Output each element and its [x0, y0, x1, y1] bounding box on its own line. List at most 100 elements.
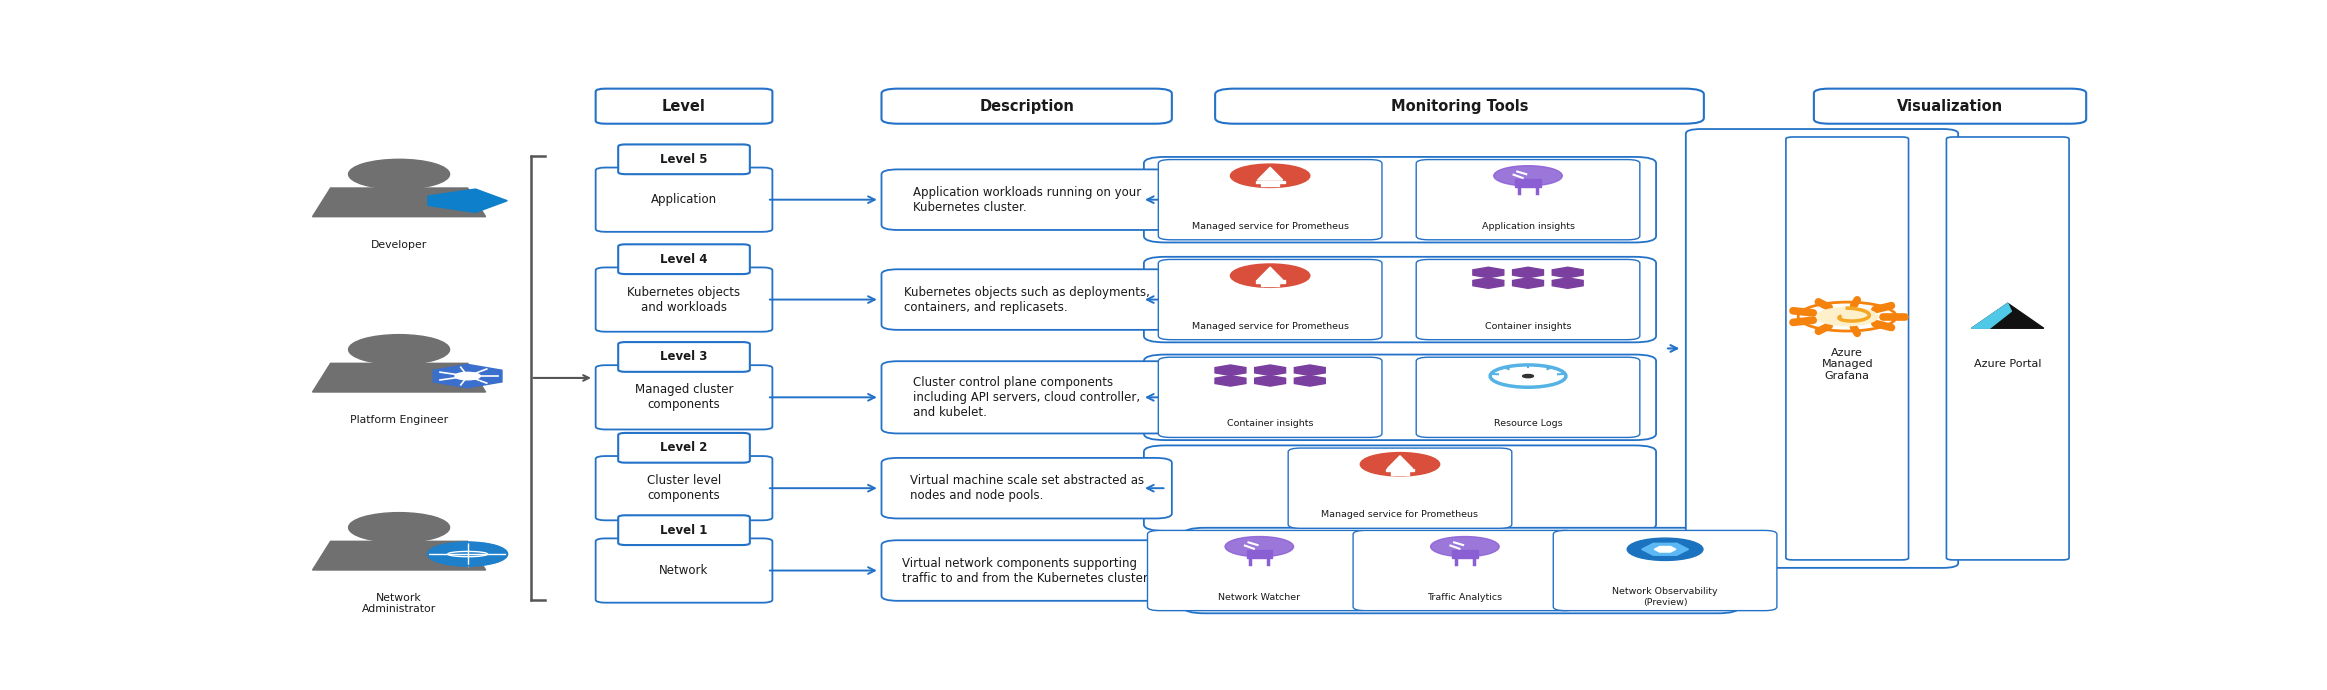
FancyBboxPatch shape	[619, 515, 749, 545]
FancyBboxPatch shape	[596, 168, 773, 232]
FancyBboxPatch shape	[1215, 88, 1703, 124]
Text: Traffic Analytics: Traffic Analytics	[1426, 593, 1503, 602]
FancyBboxPatch shape	[1417, 159, 1641, 240]
FancyBboxPatch shape	[1145, 355, 1657, 440]
Text: Resource Logs: Resource Logs	[1494, 420, 1561, 428]
Text: Managed service for Prometheus: Managed service for Prometheus	[1322, 510, 1478, 520]
FancyBboxPatch shape	[596, 365, 773, 429]
Text: Application insights: Application insights	[1482, 221, 1575, 230]
Polygon shape	[428, 189, 507, 213]
Text: Managed service for Prometheus: Managed service for Prometheus	[1191, 221, 1350, 230]
Text: Application: Application	[652, 193, 717, 206]
FancyBboxPatch shape	[882, 540, 1173, 601]
Text: Managed cluster
components: Managed cluster components	[635, 384, 733, 411]
Circle shape	[349, 159, 449, 189]
Polygon shape	[1513, 267, 1543, 278]
Text: Azure
Managed
Grafana: Azure Managed Grafana	[1822, 348, 1873, 381]
Text: Container insights: Container insights	[1226, 420, 1312, 428]
Circle shape	[1361, 453, 1440, 476]
Polygon shape	[1473, 267, 1503, 278]
Circle shape	[428, 542, 507, 566]
Text: Level 4: Level 4	[661, 253, 707, 266]
Polygon shape	[1294, 365, 1326, 375]
Text: Visualization: Visualization	[1897, 99, 2004, 114]
Bar	[1385, 469, 1415, 471]
FancyBboxPatch shape	[619, 433, 749, 463]
FancyBboxPatch shape	[1685, 129, 1957, 568]
Bar	[1515, 179, 1540, 188]
Polygon shape	[1257, 267, 1282, 280]
Text: Platform Engineer: Platform Engineer	[349, 415, 449, 425]
Polygon shape	[1473, 278, 1503, 288]
Text: Network Watcher: Network Watcher	[1219, 593, 1301, 602]
Text: Monitoring Tools: Monitoring Tools	[1392, 99, 1529, 114]
FancyBboxPatch shape	[619, 244, 749, 274]
Polygon shape	[1552, 278, 1582, 288]
FancyBboxPatch shape	[1417, 259, 1641, 339]
Polygon shape	[312, 542, 486, 570]
Polygon shape	[312, 188, 486, 217]
FancyBboxPatch shape	[882, 269, 1173, 330]
Text: Cluster control plane components
including API servers, cloud controller,
and ku: Cluster control plane components includi…	[912, 376, 1140, 419]
Polygon shape	[1215, 365, 1245, 375]
Text: Developer: Developer	[370, 239, 428, 250]
Polygon shape	[1215, 375, 1245, 386]
FancyBboxPatch shape	[1145, 257, 1657, 342]
Text: Virtual network components supporting
traffic to and from the Kubernetes cluster: Virtual network components supporting tr…	[903, 557, 1152, 584]
Circle shape	[456, 373, 479, 380]
Text: Level 3: Level 3	[661, 351, 707, 364]
FancyBboxPatch shape	[1417, 357, 1641, 437]
Circle shape	[1817, 308, 1878, 326]
FancyBboxPatch shape	[882, 361, 1173, 433]
Bar	[1392, 470, 1408, 475]
Text: Azure Portal: Azure Portal	[1973, 359, 2041, 369]
FancyBboxPatch shape	[1813, 88, 2087, 124]
Text: Kubernetes objects such as deployments,
containers, and replicasets.: Kubernetes objects such as deployments, …	[903, 286, 1150, 313]
FancyBboxPatch shape	[596, 88, 773, 124]
Polygon shape	[1654, 546, 1675, 552]
Circle shape	[1431, 537, 1499, 557]
Text: Virtual machine scale set abstracted as
nodes and node pools.: Virtual machine scale set abstracted as …	[910, 474, 1145, 502]
Polygon shape	[312, 364, 486, 392]
FancyBboxPatch shape	[619, 144, 749, 174]
Bar	[1247, 551, 1273, 558]
Circle shape	[349, 335, 449, 364]
Bar	[1257, 181, 1285, 183]
FancyBboxPatch shape	[1352, 531, 1578, 611]
Text: Level 5: Level 5	[661, 152, 707, 166]
Circle shape	[1489, 365, 1566, 387]
FancyBboxPatch shape	[1145, 157, 1657, 242]
Polygon shape	[1387, 456, 1412, 469]
Text: Container insights: Container insights	[1485, 322, 1571, 331]
Circle shape	[1224, 537, 1294, 557]
FancyBboxPatch shape	[1289, 448, 1513, 529]
FancyBboxPatch shape	[1945, 137, 2069, 560]
FancyBboxPatch shape	[1785, 137, 1908, 560]
FancyBboxPatch shape	[882, 88, 1173, 124]
FancyBboxPatch shape	[882, 170, 1173, 230]
Circle shape	[1627, 538, 1703, 560]
Bar	[1257, 280, 1285, 283]
Polygon shape	[1254, 365, 1285, 375]
Polygon shape	[433, 364, 503, 388]
FancyBboxPatch shape	[1147, 531, 1371, 611]
Polygon shape	[1294, 375, 1326, 386]
Polygon shape	[1552, 267, 1582, 278]
Circle shape	[1522, 375, 1533, 377]
FancyBboxPatch shape	[596, 538, 773, 602]
FancyBboxPatch shape	[1159, 259, 1382, 339]
Circle shape	[1494, 166, 1561, 186]
Circle shape	[1231, 264, 1310, 287]
Polygon shape	[1971, 304, 2043, 328]
Polygon shape	[1254, 375, 1285, 386]
Text: Application workloads running on your
Kubernetes cluster.: Application workloads running on your Ku…	[912, 186, 1140, 214]
Text: Network: Network	[659, 564, 710, 577]
FancyBboxPatch shape	[882, 458, 1173, 518]
Text: Network Observability
(Preview): Network Observability (Preview)	[1613, 587, 1717, 607]
Bar	[1452, 551, 1478, 558]
FancyBboxPatch shape	[1145, 446, 1657, 531]
Text: Level 1: Level 1	[661, 524, 707, 537]
Polygon shape	[1641, 543, 1689, 555]
FancyBboxPatch shape	[619, 342, 749, 372]
Polygon shape	[1257, 167, 1282, 180]
